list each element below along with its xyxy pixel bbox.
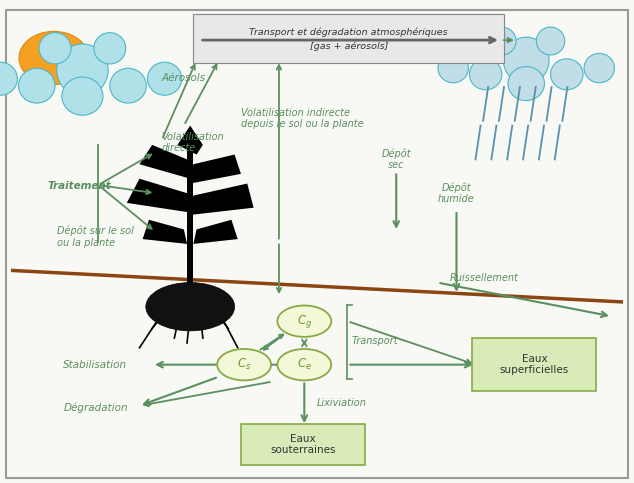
- Ellipse shape: [550, 59, 583, 90]
- Ellipse shape: [278, 306, 331, 337]
- Polygon shape: [193, 220, 238, 244]
- Text: Dépôt sur le sol
ou la plante: Dépôt sur le sol ou la plante: [57, 226, 134, 248]
- Text: Dégradation: Dégradation: [63, 403, 128, 413]
- Text: Dépôt
sec: Dépôt sec: [382, 148, 411, 170]
- Ellipse shape: [503, 37, 549, 84]
- Text: Lixiviation: Lixiviation: [317, 398, 367, 408]
- Text: Eaux
superficielles: Eaux superficielles: [500, 354, 569, 375]
- Polygon shape: [190, 184, 254, 215]
- FancyBboxPatch shape: [472, 338, 596, 391]
- Ellipse shape: [469, 59, 502, 90]
- Text: Volatilisation
directe: Volatilisation directe: [162, 132, 224, 153]
- Ellipse shape: [146, 283, 235, 331]
- Text: Ruissellement: Ruissellement: [450, 273, 519, 283]
- Ellipse shape: [0, 62, 17, 95]
- Text: Transport et dégradation atmosphériques: Transport et dégradation atmosphériques: [249, 28, 448, 37]
- Text: Dépôt
humide: Dépôt humide: [438, 182, 475, 204]
- Ellipse shape: [536, 27, 565, 55]
- Ellipse shape: [18, 68, 55, 103]
- Text: Eaux
souterraines: Eaux souterraines: [270, 434, 336, 455]
- Ellipse shape: [438, 54, 469, 83]
- Polygon shape: [190, 155, 241, 184]
- Circle shape: [19, 31, 89, 85]
- Text: Traitement: Traitement: [48, 181, 112, 191]
- Ellipse shape: [217, 349, 271, 381]
- FancyBboxPatch shape: [6, 10, 628, 478]
- Text: $C_e$: $C_e$: [297, 357, 312, 372]
- Polygon shape: [143, 220, 187, 244]
- Text: Stabilisation: Stabilisation: [63, 360, 127, 369]
- Polygon shape: [127, 179, 190, 213]
- FancyBboxPatch shape: [193, 14, 504, 63]
- Ellipse shape: [110, 68, 146, 103]
- Polygon shape: [187, 135, 193, 285]
- Ellipse shape: [94, 33, 126, 64]
- FancyBboxPatch shape: [241, 424, 365, 465]
- Text: $C_s$: $C_s$: [237, 357, 251, 372]
- Text: [gas + aérosols]: [gas + aérosols]: [309, 41, 388, 51]
- Ellipse shape: [584, 54, 614, 83]
- Text: Transport: Transport: [352, 336, 399, 345]
- Ellipse shape: [57, 44, 108, 96]
- Polygon shape: [139, 145, 190, 179]
- Text: Volatilisation indirecte
depuis le sol ou la plante: Volatilisation indirecte depuis le sol o…: [241, 108, 363, 129]
- Ellipse shape: [39, 33, 71, 64]
- Polygon shape: [178, 126, 203, 155]
- Ellipse shape: [148, 62, 182, 95]
- Text: Aérosols: Aérosols: [162, 73, 206, 83]
- Ellipse shape: [508, 67, 545, 100]
- Ellipse shape: [488, 27, 516, 55]
- Ellipse shape: [62, 77, 103, 115]
- Text: $C_g$: $C_g$: [297, 313, 312, 330]
- Ellipse shape: [278, 349, 331, 381]
